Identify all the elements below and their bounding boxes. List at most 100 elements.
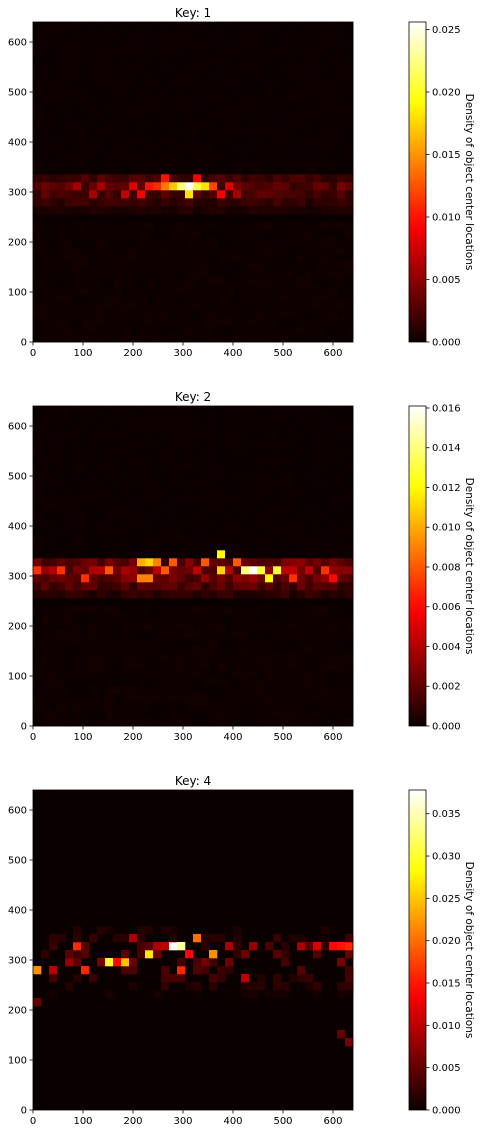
heatmap-cell	[129, 286, 138, 295]
heatmap-cell	[241, 326, 250, 335]
heatmap-cell	[273, 150, 282, 159]
heatmap-cell	[313, 494, 322, 503]
heatmap-cell	[57, 278, 66, 287]
heatmap-cell	[273, 190, 282, 199]
heatmap-cell	[33, 686, 42, 695]
heatmap-cell	[265, 62, 274, 71]
heatmap-cell	[57, 934, 66, 943]
heatmap-cell	[137, 206, 146, 215]
heatmap-cell	[169, 70, 178, 79]
heatmap-cell	[41, 262, 50, 271]
heatmap-cell	[241, 334, 250, 343]
heatmap-cell	[185, 54, 194, 63]
heatmap-cell	[329, 646, 338, 655]
heatmap-cell	[345, 286, 354, 295]
heatmap-cell	[201, 286, 210, 295]
heatmap-cell	[161, 534, 170, 543]
heatmap-cell	[233, 510, 242, 519]
heatmap-cell	[217, 230, 226, 239]
heatmap-cell	[97, 158, 106, 167]
heatmap-cell	[265, 478, 274, 487]
heatmap-cell	[241, 270, 250, 279]
heatmap-cell	[233, 78, 242, 87]
heatmap-cell	[73, 150, 82, 159]
heatmap-cell	[65, 534, 74, 543]
heatmap-cell	[33, 206, 42, 215]
heatmap-cell	[185, 718, 194, 727]
heatmap-cell	[225, 582, 234, 591]
heatmap-cell	[273, 494, 282, 503]
heatmap-cell	[281, 438, 290, 447]
heatmap-cell	[65, 286, 74, 295]
heatmap-cell	[161, 102, 170, 111]
heatmap-cell	[153, 294, 162, 303]
heatmap-cell	[217, 502, 226, 511]
heatmap-cell	[65, 134, 74, 143]
heatmap-cell	[209, 86, 218, 95]
heatmap-cell	[241, 686, 250, 695]
heatmap-cell	[257, 78, 266, 87]
heatmap-cell	[121, 278, 130, 287]
heatmap-cell	[105, 470, 114, 479]
heatmap-cell	[209, 198, 218, 207]
heatmap-cell	[49, 710, 58, 719]
heatmap-cell	[73, 294, 82, 303]
heatmap-cell	[297, 134, 306, 143]
y-tick-label: 400	[8, 906, 27, 917]
heatmap-cell	[329, 534, 338, 543]
heatmap-cell	[329, 238, 338, 247]
heatmap-cell	[57, 542, 66, 551]
heatmap-cell	[73, 486, 82, 495]
heatmap-cell	[137, 270, 146, 279]
heatmap-cell	[321, 526, 330, 535]
heatmap-cell	[41, 470, 50, 479]
heatmap-cell	[233, 230, 242, 239]
heatmap-cell	[265, 302, 274, 311]
heatmap-cell	[33, 134, 42, 143]
heatmap-cell	[137, 198, 146, 207]
heatmap-cell	[289, 70, 298, 79]
heatmap-cell	[185, 614, 194, 623]
heatmap-cell	[249, 702, 258, 711]
heatmap-cell	[161, 446, 170, 455]
heatmap-cell	[305, 318, 314, 327]
heatmap-cell	[161, 662, 170, 671]
heatmap-cell	[289, 454, 298, 463]
heatmap-cell	[129, 470, 138, 479]
heatmap-cell	[273, 438, 282, 447]
heatmap-cell	[273, 990, 282, 999]
heatmap-cell	[297, 630, 306, 639]
heatmap-cell	[305, 598, 314, 607]
heatmap-cell	[193, 510, 202, 519]
heatmap-cell	[305, 310, 314, 319]
heatmap-cell	[41, 630, 50, 639]
heatmap-cell	[257, 710, 266, 719]
x-tick-label: 300	[173, 348, 192, 359]
heatmap-cell	[137, 406, 146, 415]
heatmap-cell	[185, 638, 194, 647]
heatmap-cell	[97, 318, 106, 327]
heatmap-cell	[257, 38, 266, 47]
heatmap-cell	[185, 558, 194, 567]
heatmap-cell	[337, 198, 346, 207]
heatmap-cell	[105, 230, 114, 239]
heatmap-cell	[305, 590, 314, 599]
heatmap-cell	[345, 262, 354, 271]
heatmap-cell	[201, 214, 210, 223]
heatmap-cell	[121, 54, 130, 63]
heatmap-cell	[337, 206, 346, 215]
heatmap-cell	[329, 286, 338, 295]
heatmap-cell	[249, 294, 258, 303]
heatmap-cell	[177, 118, 186, 127]
heatmap-cell	[137, 334, 146, 343]
heatmap-cell	[129, 518, 138, 527]
heatmap-cell	[289, 22, 298, 31]
heatmap-cell	[81, 486, 90, 495]
heatmap-cell	[129, 326, 138, 335]
heatmap-cell	[153, 702, 162, 711]
heatmap-cell	[57, 254, 66, 263]
heatmap-cell	[73, 542, 82, 551]
heatmap-cell	[161, 702, 170, 711]
heatmap-cell	[49, 678, 58, 687]
heatmap-cell	[89, 510, 98, 519]
